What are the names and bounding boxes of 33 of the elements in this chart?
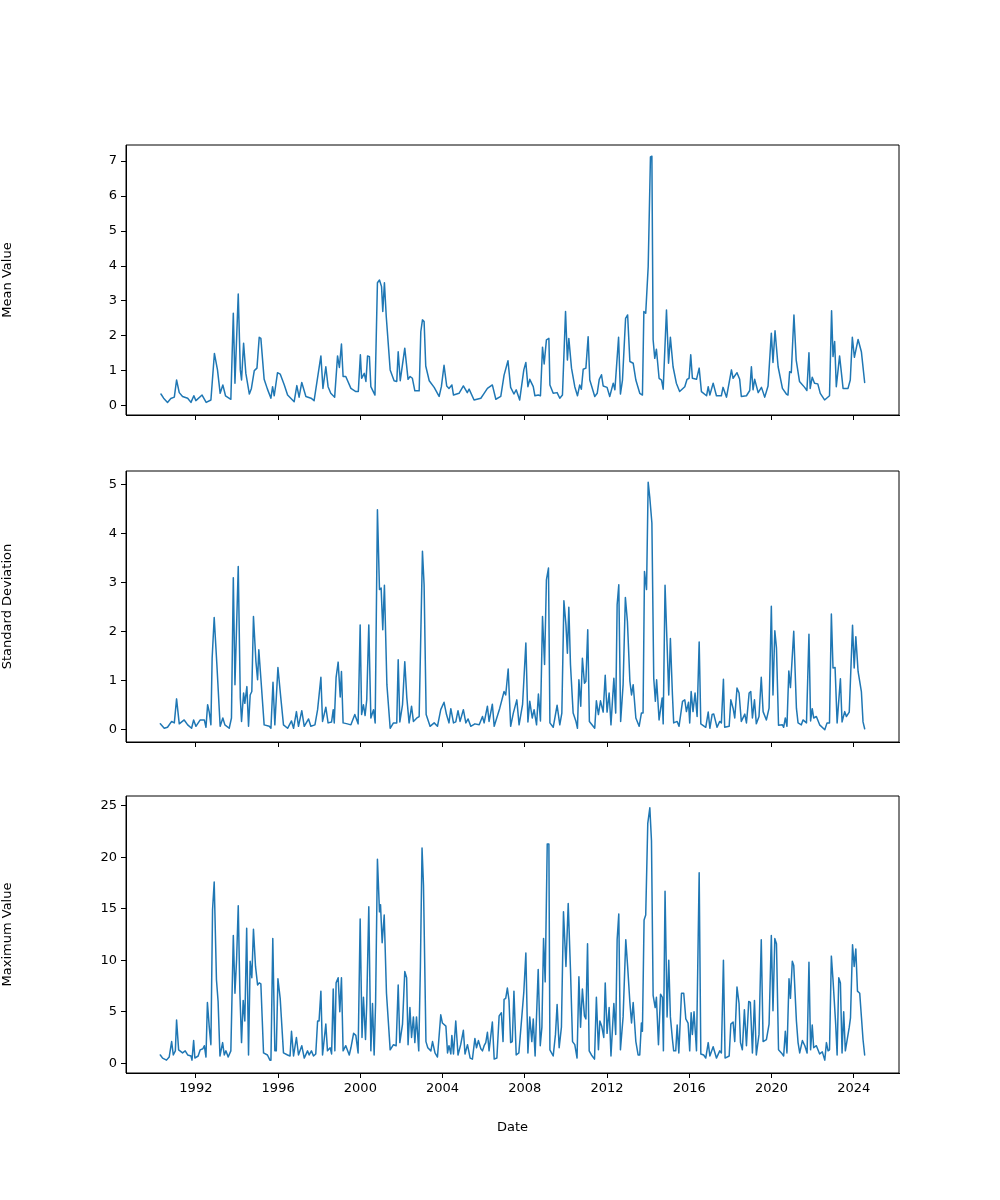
y-tick-label: 1	[108, 672, 117, 688]
y-tick-label: 25	[100, 797, 117, 813]
y-tick-label: 3	[108, 574, 117, 590]
y-tick-label: 5	[108, 222, 117, 238]
x-axis-title: Date	[496, 1118, 529, 1134]
y-tick-label: 2	[108, 327, 117, 343]
y-tick-label: 0	[108, 397, 117, 413]
y-tick-label: 4	[108, 257, 117, 273]
y-tick-label: 2	[108, 623, 117, 639]
x-tick-label: 2016	[672, 1080, 706, 1096]
x-tick-label: 2008	[508, 1080, 542, 1096]
y-tick-label: 20	[100, 848, 117, 864]
y-axis-title: Standard Deviation	[0, 543, 15, 670]
y-tick-label: 0	[108, 721, 117, 737]
y-tick-label: 1	[108, 362, 117, 378]
x-tick-label: 2000	[343, 1080, 377, 1096]
y-tick-label: 3	[108, 292, 117, 308]
x-tick-label: 1996	[261, 1080, 295, 1096]
y-tick-label: 4	[108, 525, 117, 541]
x-tick-label: 2024	[837, 1080, 871, 1096]
y-tick-label: 5	[108, 1003, 117, 1019]
y-tick-label: 6	[108, 187, 117, 203]
y-tick-label: 5	[108, 476, 117, 492]
y-axis-title: Mean Value	[0, 242, 15, 318]
y-tick-label: 10	[100, 951, 117, 967]
y-tick-label: 0	[108, 1054, 117, 1070]
x-tick-label: 1992	[179, 1080, 213, 1096]
y-tick-label: 15	[100, 900, 117, 916]
y-axis-title: Maximum Value	[0, 882, 15, 987]
y-tick-label: 7	[108, 152, 117, 168]
x-tick-label: 2020	[754, 1080, 789, 1096]
x-tick-label: 2004	[426, 1080, 460, 1096]
x-tick-label: 2012	[590, 1080, 624, 1096]
